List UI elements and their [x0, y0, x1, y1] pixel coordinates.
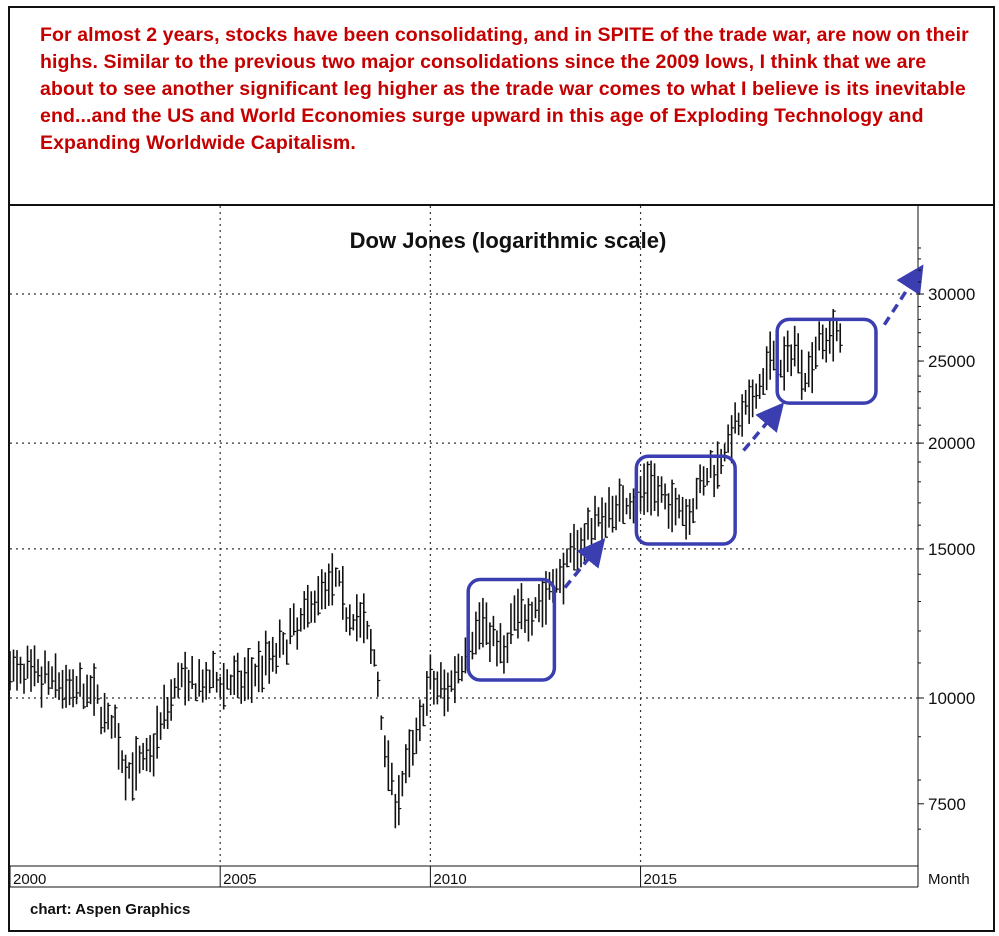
chart-title: Dow Jones (logarithmic scale)	[350, 228, 667, 253]
trend-arrow	[563, 538, 606, 589]
annotation-box: For almost 2 years, stocks have been con…	[8, 6, 995, 206]
x-tick-label: 2000	[13, 871, 46, 888]
trend-arrow	[742, 402, 785, 452]
y-tick-label: 20000	[928, 434, 975, 453]
y-tick-label: 7500	[928, 795, 966, 814]
x-tick-label: 2015	[644, 871, 677, 888]
y-tick-label: 30000	[928, 285, 975, 304]
consolidation-box	[775, 317, 878, 405]
consolidation-box	[634, 454, 737, 546]
annotations	[466, 264, 924, 682]
y-axis: 7500 10000 15000 20000 25000 30000	[918, 247, 975, 830]
x-axis: 2000 2005 2010 2015	[9, 866, 677, 888]
chart-credit: chart: Aspen Graphics	[30, 901, 191, 918]
y-tick-label: 10000	[928, 689, 975, 708]
chart-frame	[8, 204, 995, 932]
y-tick-label: 15000	[928, 540, 975, 559]
y-tick-label: 25000	[928, 352, 975, 371]
trend-arrow	[882, 264, 924, 326]
annotation-text: For almost 2 years, stocks have been con…	[40, 24, 969, 154]
price-bars	[9, 309, 843, 829]
grid	[10, 206, 918, 866]
consolidation-box	[466, 577, 557, 682]
x-unit-label: Month	[928, 871, 970, 888]
x-tick-label: 2010	[433, 871, 466, 888]
x-tick-label: 2005	[223, 871, 256, 888]
